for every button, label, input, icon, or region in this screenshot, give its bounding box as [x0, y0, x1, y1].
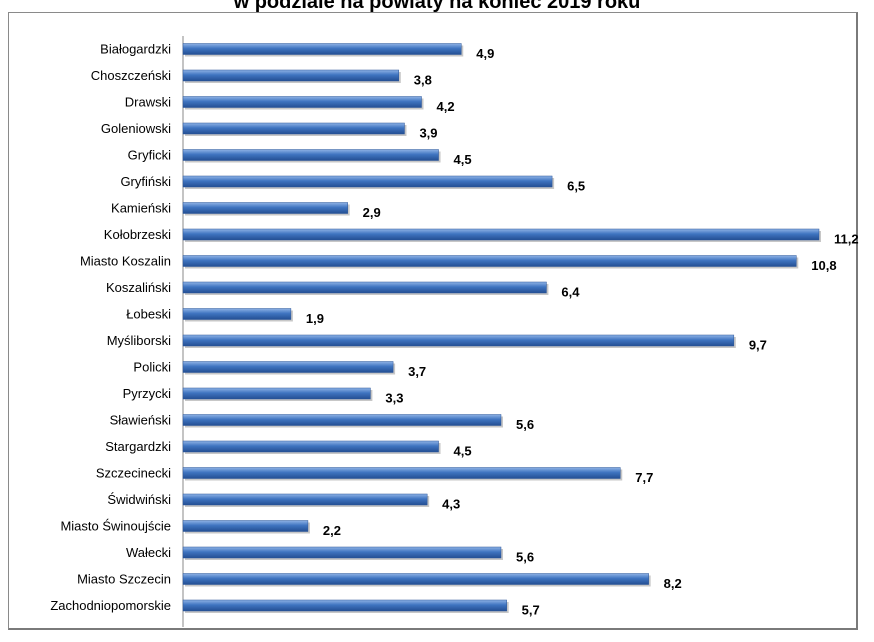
category-label: Miasto Świnoujście — [60, 519, 171, 534]
value-label: 6,5 — [567, 179, 585, 194]
value-label: 11,2 — [834, 232, 859, 247]
category-label: Choszczeński — [91, 68, 171, 83]
category-label: Myśliborski — [107, 333, 171, 348]
value-label: 3,8 — [414, 73, 432, 88]
category-label: Drawski — [125, 95, 171, 110]
value-label: 5,6 — [516, 417, 534, 432]
bar — [182, 334, 735, 347]
bar — [182, 440, 439, 453]
category-label: Miasto Koszalin — [80, 254, 171, 269]
bar — [182, 175, 553, 188]
bar — [182, 387, 371, 400]
category-label: Wałecki — [126, 545, 171, 560]
value-label: 3,7 — [408, 364, 426, 379]
category-label: Stargardzki — [105, 439, 171, 454]
category-label: Kamieński — [111, 201, 171, 216]
category-label: Zachodniopomorskie — [50, 598, 171, 613]
value-label: 5,7 — [522, 603, 540, 618]
value-label: 7,7 — [635, 470, 653, 485]
chart-title: w podziale na powiaty na koniec 2019 rok… — [233, 0, 641, 13]
value-label: 6,4 — [561, 285, 580, 300]
value-label: 3,3 — [385, 391, 403, 406]
value-label: 8,2 — [664, 576, 682, 591]
value-label: 9,7 — [749, 338, 767, 353]
category-label: Goleniowski — [101, 121, 171, 136]
bar — [182, 122, 405, 135]
value-label: 4,9 — [476, 46, 494, 61]
value-label: 4,5 — [454, 444, 472, 459]
category-label: Białogardzki — [100, 42, 171, 57]
category-label: Koszaliński — [106, 280, 171, 295]
value-label: 2,9 — [363, 205, 381, 220]
bar — [182, 202, 348, 214]
category-label: Szczecinecki — [96, 466, 171, 481]
value-label: 4,2 — [437, 99, 455, 114]
bar — [182, 414, 502, 426]
category-label: Policki — [133, 360, 171, 375]
category-label: Gryficki — [128, 148, 171, 163]
plot-frame — [8, 12, 858, 630]
category-label: Gryfiński — [120, 174, 171, 189]
bar — [182, 493, 428, 506]
bar — [182, 69, 400, 82]
bar — [182, 573, 649, 585]
value-label: 4,5 — [454, 152, 472, 167]
category-label: Świdwiński — [107, 492, 171, 507]
category-label: Kołobrzeski — [104, 227, 171, 242]
value-label: 10,8 — [811, 258, 836, 273]
bar — [182, 149, 439, 161]
value-label: 2,2 — [323, 523, 341, 538]
bar — [182, 96, 422, 108]
bar — [182, 43, 462, 55]
bar — [182, 546, 502, 559]
value-label: 1,9 — [306, 311, 324, 326]
bar — [182, 361, 394, 373]
bar — [182, 599, 507, 612]
bar — [182, 467, 621, 479]
value-label: 3,9 — [419, 126, 437, 141]
bar — [182, 308, 292, 320]
value-label: 5,6 — [516, 550, 534, 565]
category-label: Łobeski — [126, 307, 171, 322]
category-label: Miasto Szczecin — [77, 572, 171, 587]
category-label: Pyrzycki — [123, 386, 172, 401]
bar — [182, 520, 309, 532]
value-label: 4,3 — [442, 497, 460, 512]
bar — [182, 255, 797, 267]
bar — [182, 281, 547, 294]
bar — [182, 228, 820, 241]
category-label: Sławieński — [110, 413, 172, 428]
